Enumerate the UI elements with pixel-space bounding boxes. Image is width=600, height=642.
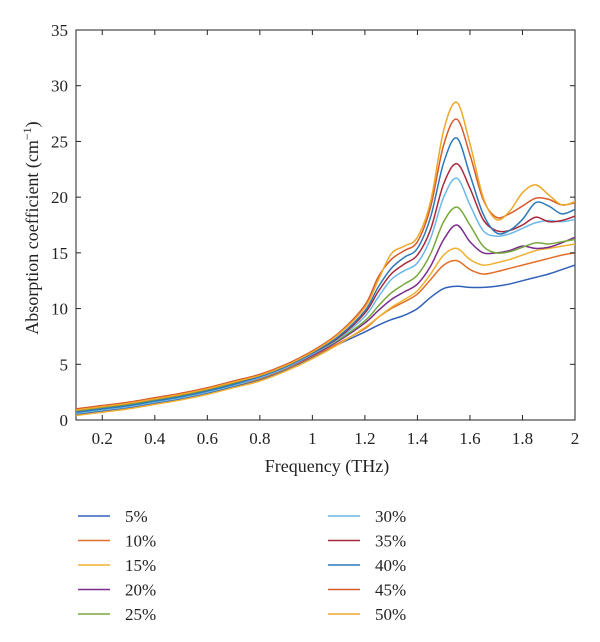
y-tick-label: 35 <box>51 21 68 40</box>
legend-item: 5% <box>78 507 148 526</box>
series-line-15pct <box>76 243 575 417</box>
legend-label: 25% <box>125 605 156 624</box>
x-tick-label: 1 <box>308 429 317 448</box>
y-axis-label: Absorption coefficient (cm−1) <box>20 121 43 334</box>
x-tick-label: 1.2 <box>354 429 375 448</box>
series-line-5pct <box>76 264 575 416</box>
legend-label: 15% <box>125 556 156 575</box>
legend-label: 5% <box>125 507 148 526</box>
y-axis-label-sup: −1 <box>20 127 34 140</box>
x-tick-label: 1.4 <box>407 429 429 448</box>
legend-item: 35% <box>328 532 406 551</box>
plot-area <box>75 29 576 421</box>
legend-item: 20% <box>78 581 156 600</box>
legend-label: 10% <box>125 532 156 551</box>
x-tick-label: 2 <box>571 429 580 448</box>
y-tick-label: 20 <box>51 188 68 207</box>
legend-item: 30% <box>328 507 406 526</box>
y-tick-label: 0 <box>60 411 69 430</box>
x-axis-label: Frequency (THz) <box>265 456 389 477</box>
y-tick-label: 30 <box>51 77 68 96</box>
x-tick-label: 0.6 <box>197 429 218 448</box>
plot-frame <box>75 29 576 421</box>
y-tick-label: 10 <box>51 300 68 319</box>
y-tick-label: 5 <box>60 355 69 374</box>
legend-label: 50% <box>375 605 406 624</box>
series-line-40pct <box>76 137 575 413</box>
legend-label: 20% <box>125 581 156 600</box>
legend-label: 35% <box>375 532 406 551</box>
legend-label: 45% <box>375 581 406 600</box>
legend: 5% 10% 15% 20% 25% 30% 35% 40% 45% 50% <box>78 507 406 624</box>
x-axis-ticks: 0.2 0.4 0.6 0.8 1 1.2 1.4 1.6 1.8 2 <box>92 30 580 448</box>
legend-item: 40% <box>328 556 406 575</box>
x-tick-label: 0.8 <box>249 429 270 448</box>
series-line-25pct <box>76 206 575 412</box>
x-tick-label: 0.4 <box>144 429 166 448</box>
legend-label: 40% <box>375 556 406 575</box>
legend-item: 25% <box>78 605 156 624</box>
legend-item: 50% <box>328 605 406 624</box>
series-line-35pct <box>76 162 575 411</box>
x-tick-label: 1.6 <box>459 429 480 448</box>
x-tick-label: 1.8 <box>512 429 533 448</box>
series-line-30pct <box>76 177 575 415</box>
x-tick-label: 0.2 <box>92 429 113 448</box>
series-line-10pct <box>76 252 575 415</box>
y-axis-label-close: ) <box>22 121 43 127</box>
y-axis-ticks: 0 5 10 15 20 25 30 35 <box>51 21 575 430</box>
y-axis-label-main: Absorption coefficient (cm <box>22 140 43 335</box>
legend-item: 45% <box>328 581 406 600</box>
y-tick-label: 25 <box>51 132 68 151</box>
y-tick-label: 15 <box>51 244 68 263</box>
legend-item: 10% <box>78 532 156 551</box>
legend-label: 30% <box>375 507 406 526</box>
series-line-45pct <box>76 118 575 410</box>
legend-item: 15% <box>78 556 156 575</box>
series-line-50pct <box>76 101 575 411</box>
series-layer <box>76 101 575 417</box>
